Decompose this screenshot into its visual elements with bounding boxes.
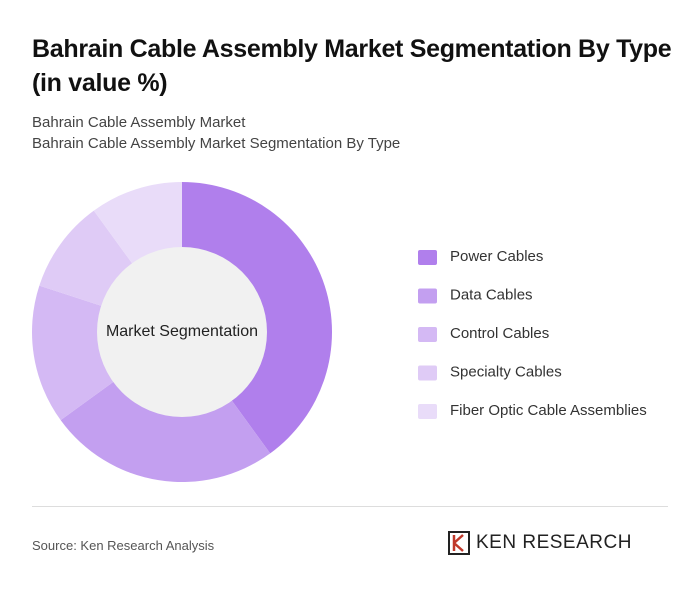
subtitle: Bahrain Cable Assembly Market — [32, 114, 246, 131]
legend-label: Specialty Cables — [450, 363, 562, 380]
chart-title: Bahrain Cable Assembly Market Segmentati… — [32, 35, 672, 97]
legend-swatch — [418, 365, 437, 381]
logo: KEN RESEARCH — [448, 531, 632, 555]
legend-swatch — [418, 288, 437, 304]
divider — [32, 506, 668, 507]
center-label: Market Segmentation — [106, 323, 258, 340]
legend-label: Data Cables — [450, 286, 533, 303]
legend-label: Power Cables — [450, 248, 543, 265]
legend-label: Fiber Optic Cable Assemblies — [450, 402, 647, 419]
legend-swatch — [418, 250, 437, 265]
legend-swatch — [418, 327, 437, 342]
legend-swatch — [418, 404, 437, 419]
source: Source: Ken Research Analysis — [32, 538, 215, 553]
legend-label: Control Cables — [450, 325, 549, 342]
donut-hole — [97, 247, 267, 417]
logo-text: KEN RESEARCH — [476, 532, 632, 553]
chart: Market Segmentation Power Cables Data Cabl… — [32, 182, 647, 482]
subtitle: Bahrain Cable Assembly Market Segmentati… — [32, 135, 401, 152]
logo-icon — [448, 531, 470, 555]
